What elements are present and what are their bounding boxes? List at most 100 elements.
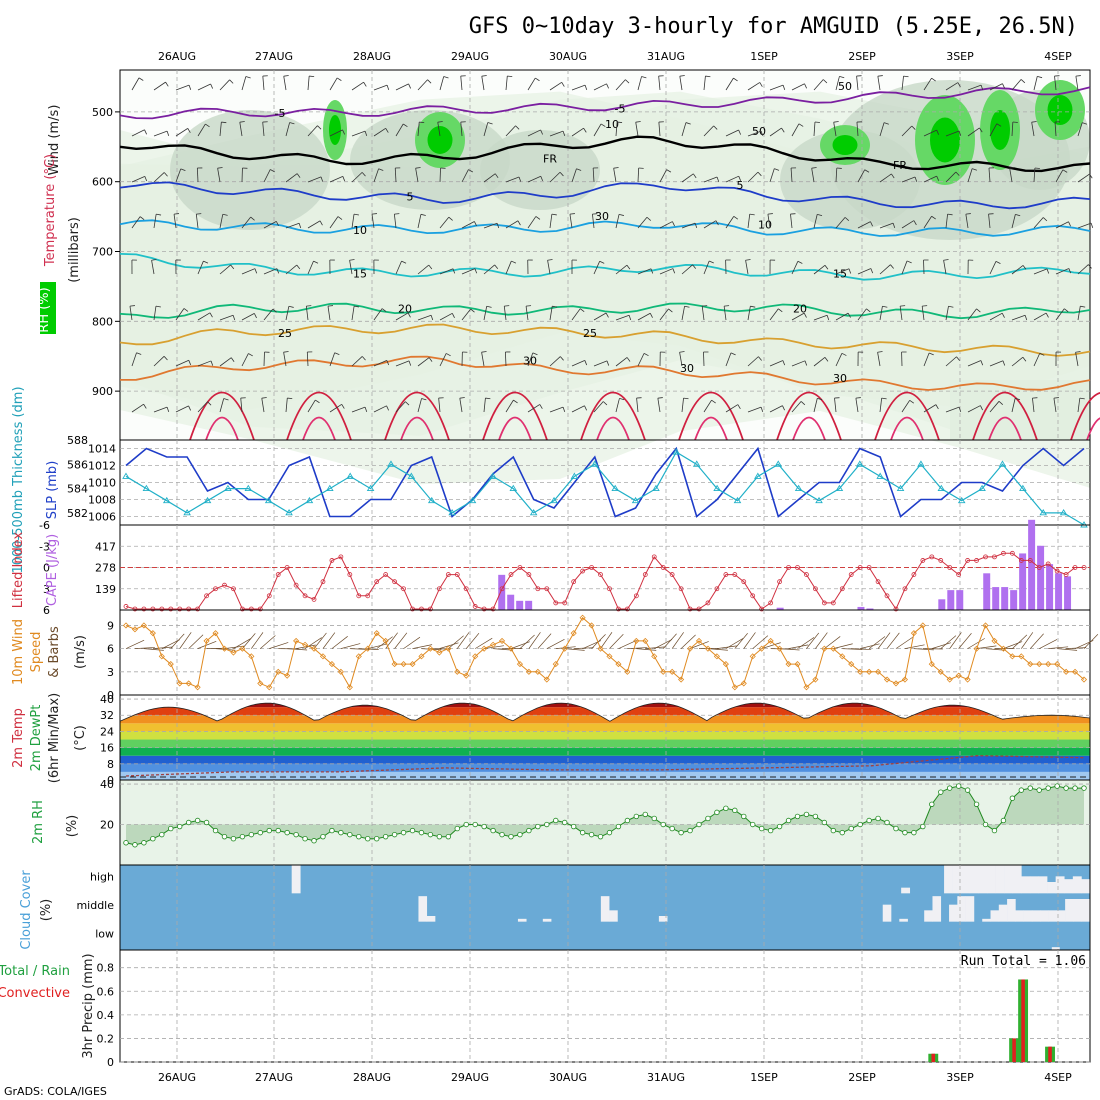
cape-bar-44: [516, 600, 524, 610]
wind-speed-marker-26: [355, 653, 362, 660]
barb-flag-2-2: [180, 168, 186, 172]
wind-barb-59: [654, 639, 673, 649]
rh-marker-87: [902, 829, 908, 836]
barb-1-21: [593, 123, 602, 137]
precip-run-total: Run Total = 1.06: [961, 954, 1086, 969]
li-marker-64: [696, 606, 702, 612]
thickness-marker-36: [855, 460, 864, 467]
wind-barb-56: [627, 647, 648, 649]
cloud-high-96: [944, 865, 953, 894]
barb-flag-3-29: [767, 213, 773, 215]
rh-marker-80: [839, 829, 845, 836]
wind-speed-marker-57: [633, 637, 640, 644]
barb-flag-2-35: [914, 176, 918, 182]
wind-barb-73: [779, 648, 800, 651]
wind-speed-marker-6: [176, 680, 183, 687]
barb-flag-2-40: [1009, 167, 1015, 169]
barb-flag-4-8: [313, 260, 319, 264]
rh-marker-6: [177, 823, 183, 830]
wind-speed-marker-93: [955, 672, 962, 679]
barb-flag-7-3: [207, 401, 212, 406]
barb-flag-5-40: [1024, 315, 1028, 321]
wind10m-label-c: & Barbs: [47, 626, 62, 678]
barb-0-5: [241, 76, 247, 91]
barb-7-30: [791, 401, 802, 413]
temperature-label: Temperature (°C): [43, 154, 58, 267]
wind-barb-15: [260, 635, 276, 649]
barb-4-35: [901, 260, 908, 275]
wind-barb-32: [412, 644, 433, 649]
barb-flag-4-37: [943, 259, 949, 261]
barb-2-10: [351, 172, 363, 183]
barb-5-18: [525, 306, 529, 321]
cloud-high-106: [1029, 876, 1039, 894]
isotherm-label-3: 10: [353, 224, 367, 237]
barb-1-31: [813, 122, 816, 137]
barb-2-6: [263, 169, 271, 183]
cloud-middle-116: [1081, 899, 1091, 922]
bottom-date-3: 29AUG: [451, 1071, 489, 1084]
barb-flag-3-34: [892, 223, 896, 229]
barb-flag-3-41: [1042, 217, 1048, 222]
precip-label-a: Total / Rain: [0, 964, 70, 979]
rh-marker-9: [203, 819, 210, 826]
barb-1-20: [571, 127, 584, 137]
barb-flag-6-0: [136, 352, 142, 355]
wind-barb-37: [456, 632, 470, 649]
cloud-high-102: [995, 865, 1005, 894]
li-marker-72: [768, 600, 774, 606]
barb-flag-5-20: [579, 308, 585, 313]
cape-bar-45: [525, 600, 533, 610]
barb-4-1: [151, 260, 155, 275]
barb-flag-3-23: [646, 216, 651, 221]
cloud-middle-98: [932, 896, 942, 922]
barb-flag-4-26: [709, 260, 714, 264]
barb-4-8: [307, 260, 314, 275]
barb-3-29: [767, 214, 771, 229]
wind-barb-62: [680, 634, 696, 649]
barb-flag-2-7: [296, 173, 301, 178]
barb-flag-0-36: [931, 77, 936, 82]
wind-speed-marker-76: [803, 684, 810, 691]
li-marker-15: [257, 606, 263, 612]
barb-flag-0-38: [980, 85, 984, 91]
barb-0-28: [747, 82, 760, 91]
barb-0-37: [945, 82, 959, 91]
barb-flag-2-1: [163, 172, 168, 177]
wind-speed-marker-21: [310, 645, 318, 652]
rh-marker-103: [1045, 785, 1051, 791]
barb-7-6: [261, 398, 265, 413]
barb-3-16: [483, 222, 498, 229]
li-marker-49: [562, 600, 568, 606]
li-marker-61: [669, 572, 675, 577]
rh-marker-10: [212, 827, 219, 834]
barb-6-19: [549, 356, 561, 367]
precip-tick-1: 0.2: [97, 1032, 115, 1045]
cloud-high-107: [1038, 876, 1048, 894]
barb-flag-0-29: [782, 85, 786, 91]
barb-flag-0-37: [957, 82, 961, 88]
cloud-middle-59: [609, 910, 618, 922]
barb-4-28: [745, 260, 749, 275]
li-marker-38: [463, 586, 469, 592]
wind-speed-marker-15: [257, 680, 264, 687]
isotherm-1: [119, 135, 1091, 173]
barb-flag-1-12: [402, 123, 408, 128]
thickness-slp-panel: 1006 1008 1010 1012 1014 582 584 586 588: [67, 434, 1091, 528]
li-marker-55: [616, 606, 621, 612]
moist-core-3: [930, 117, 960, 163]
temp-band-3: [120, 747, 1090, 756]
barb-flag-6-14: [446, 353, 451, 357]
barb-flag-6-32: [841, 352, 847, 356]
rh-marker-30: [391, 831, 398, 838]
barb-flag-1-39: [996, 123, 1002, 127]
cloud-high-100: [978, 865, 988, 894]
barb-7-37: [945, 406, 960, 413]
barb-5-12: [395, 312, 409, 321]
barb-7-22: [615, 398, 620, 413]
barb-4-41: [1033, 268, 1048, 275]
barb-7-8: [307, 399, 316, 413]
barb-1-25: [681, 122, 687, 137]
temp2m-panel: 0 8 16 24 32 40: [100, 693, 1091, 787]
barb-3-11: [371, 214, 375, 229]
